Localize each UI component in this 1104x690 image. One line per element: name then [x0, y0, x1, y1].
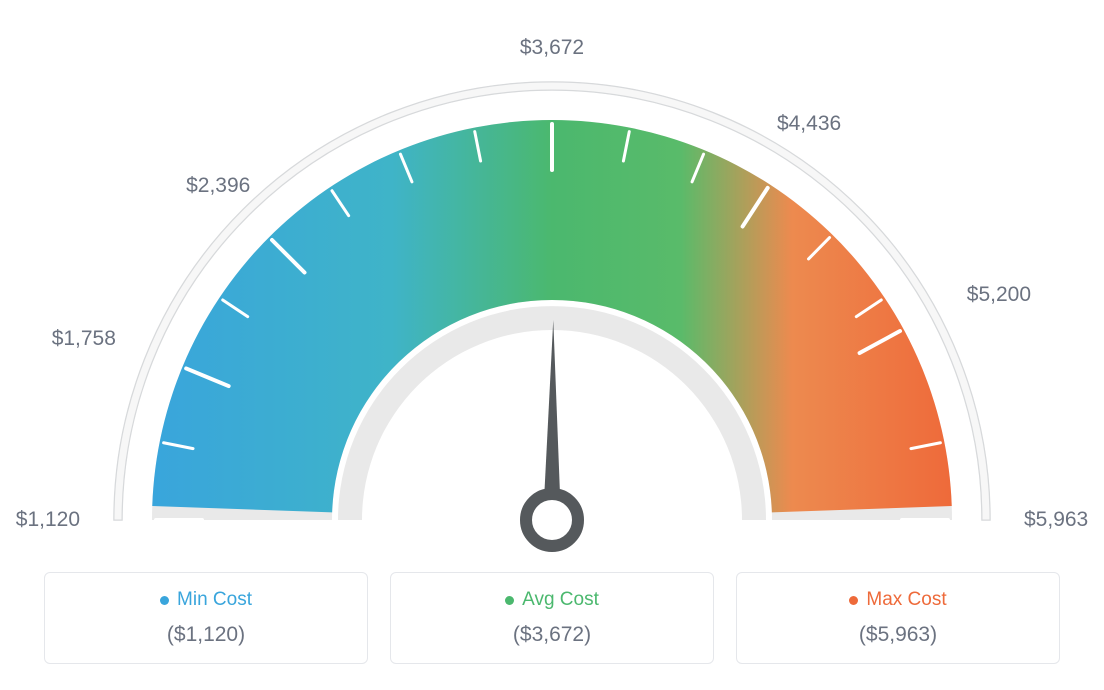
legend-row: Min Cost ($1,120) Avg Cost ($3,672) Max …: [44, 572, 1060, 664]
gauge-tick-label: $5,200: [967, 283, 1031, 307]
legend-card-max: Max Cost ($5,963): [736, 572, 1060, 664]
legend-title-max: Max Cost: [849, 589, 946, 611]
legend-dot-max: [849, 596, 858, 605]
gauge-svg: [52, 50, 1052, 560]
legend-card-min: Min Cost ($1,120): [44, 572, 368, 664]
gauge-tick-label: $1,120: [16, 508, 80, 532]
legend-value-min: ($1,120): [167, 623, 245, 647]
legend-value-max: ($5,963): [859, 623, 937, 647]
legend-title-max-text: Max Cost: [866, 589, 946, 611]
gauge-tick-label: $3,672: [520, 36, 584, 60]
legend-title-min-text: Min Cost: [177, 589, 252, 611]
legend-card-avg: Avg Cost ($3,672): [390, 572, 714, 664]
cost-gauge: $1,120$1,758$2,396$3,672$4,436$5,200$5,9…: [52, 50, 1052, 550]
legend-title-min: Min Cost: [160, 589, 252, 611]
gauge-tick-label: $5,963: [1024, 508, 1088, 532]
legend-title-avg: Avg Cost: [505, 589, 599, 611]
legend-title-avg-text: Avg Cost: [522, 589, 599, 611]
legend-dot-avg: [505, 596, 514, 605]
legend-dot-min: [160, 596, 169, 605]
gauge-tick-label: $1,758: [52, 327, 116, 351]
gauge-tick-label: $4,436: [777, 112, 841, 136]
gauge-tick-label: $2,396: [186, 174, 250, 198]
legend-value-avg: ($3,672): [513, 623, 591, 647]
